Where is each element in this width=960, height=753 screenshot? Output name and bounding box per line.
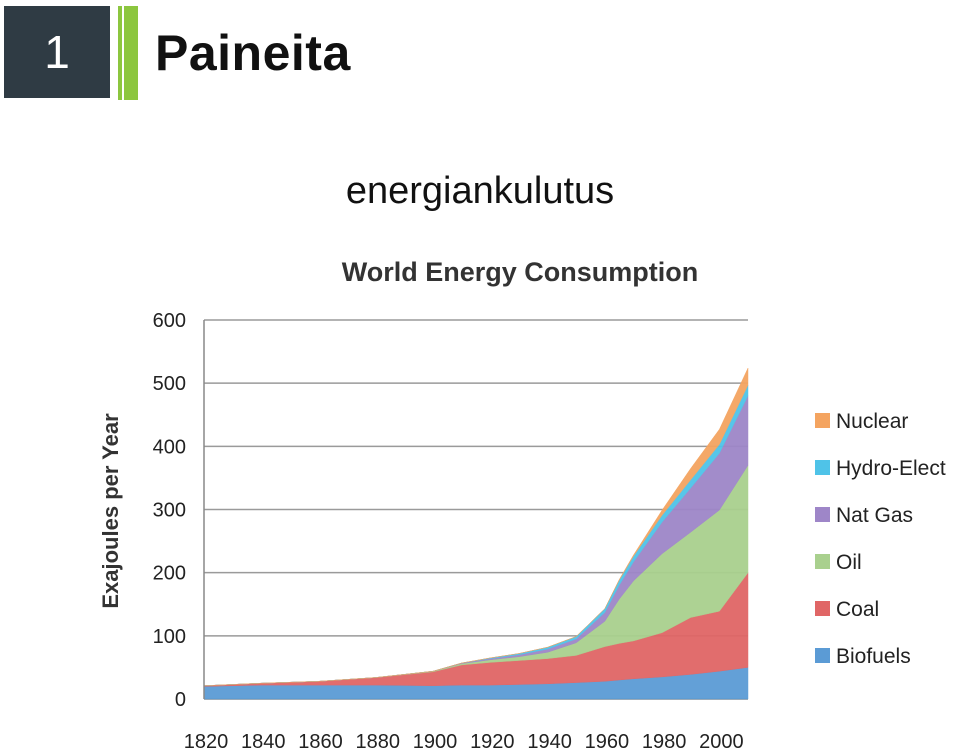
axis-ticks: 0 100 200 300 400 500 600 1820 1840 1860 1880 1900 1… bbox=[153, 310, 744, 753]
slide-number: 1 bbox=[44, 26, 70, 78]
legend-label-coal: Coal bbox=[836, 598, 879, 621]
legend: Nuclear Hydro-Elect Nat Gas Oil Coal Biofuels bbox=[815, 410, 946, 668]
accent-bar bbox=[118, 6, 138, 100]
plot-areas bbox=[203, 367, 749, 700]
legend-label-biofuels: Biofuels bbox=[836, 645, 911, 668]
legend-swatch-oil bbox=[815, 554, 830, 569]
x-tick-label: 1980 bbox=[642, 731, 687, 753]
y-tick-label: 100 bbox=[153, 626, 186, 648]
slide-title: Paineita bbox=[155, 25, 351, 81]
x-tick-label: 2000 bbox=[699, 731, 744, 753]
y-tick-label: 300 bbox=[153, 500, 186, 522]
legend-label-nuclear: Nuclear bbox=[836, 410, 908, 433]
y-tick-label: 0 bbox=[175, 689, 186, 711]
legend-label-hydro-elect: Hydro-Elect bbox=[836, 457, 946, 480]
chart-title: World Energy Consumption bbox=[342, 257, 699, 287]
x-tick-label: 1820 bbox=[184, 731, 229, 753]
y-tick-label: 600 bbox=[153, 310, 186, 332]
legend-swatch-nat-gas bbox=[815, 507, 830, 522]
x-tick-label: 1960 bbox=[585, 731, 630, 753]
legend-swatch-coal bbox=[815, 601, 830, 616]
area-nuclear bbox=[203, 367, 749, 686]
y-tick-label: 200 bbox=[153, 563, 186, 585]
legend-swatch-hydro-elect bbox=[815, 460, 830, 475]
slide-number-box: 1 bbox=[4, 6, 110, 98]
legend-swatch-biofuels bbox=[815, 648, 830, 663]
legend-label-oil: Oil bbox=[836, 551, 862, 574]
legend-label-nat-gas: Nat Gas bbox=[836, 504, 913, 527]
x-tick-label: 1940 bbox=[527, 731, 572, 753]
x-tick-label: 1840 bbox=[241, 731, 286, 753]
x-tick-label: 1900 bbox=[413, 731, 458, 753]
slide-subtitle: energiankulutus bbox=[345, 170, 615, 212]
y-tick-label: 400 bbox=[153, 436, 186, 458]
legend-swatch-nuclear bbox=[815, 413, 830, 428]
y-axis-label: Exajoules per Year bbox=[98, 413, 123, 609]
x-tick-label: 1880 bbox=[356, 731, 401, 753]
x-tick-label: 1920 bbox=[470, 731, 515, 753]
x-tick-label: 1860 bbox=[298, 731, 343, 753]
y-tick-label: 500 bbox=[153, 373, 186, 395]
